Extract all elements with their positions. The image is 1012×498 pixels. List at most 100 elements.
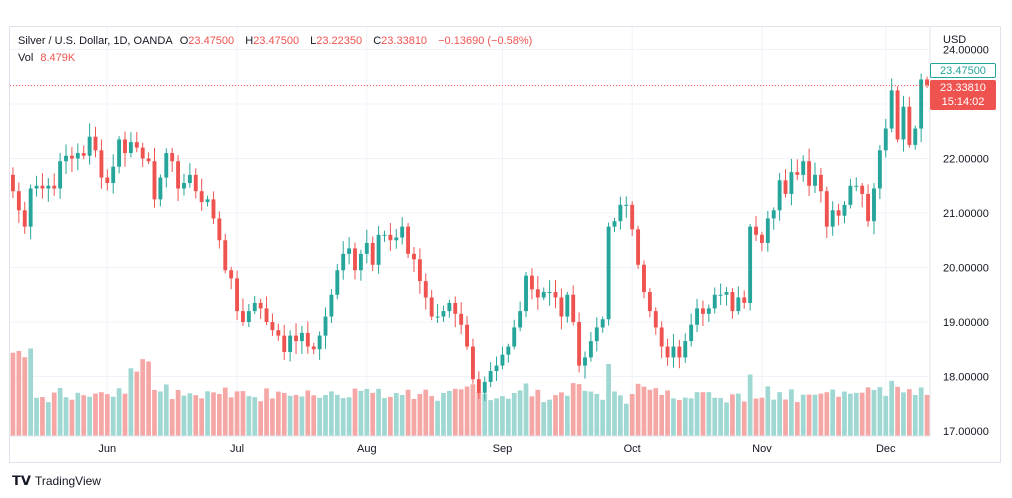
volume-bar <box>777 392 782 436</box>
volume-bar <box>629 394 635 436</box>
last-price-tag: 23.33810 15:14:02 <box>930 80 996 110</box>
candle-body <box>901 106 906 140</box>
candle-body <box>241 311 245 322</box>
volume-bar <box>93 393 98 436</box>
high-value: 23.47500 <box>253 35 300 47</box>
brand-label: TradingView <box>34 474 101 488</box>
candle-body <box>754 226 758 235</box>
open-value: 23.47500 <box>188 35 235 47</box>
tradingview-brand[interactable]: 𝗧𝗩 TradingView <box>12 473 101 489</box>
candle-body <box>494 365 499 372</box>
volume-bar <box>883 395 889 436</box>
candle-body <box>630 204 635 230</box>
volume-bar <box>16 350 22 436</box>
candle-body <box>659 327 664 347</box>
candle-body <box>618 204 623 222</box>
volume-bar <box>511 392 517 436</box>
candle-body <box>771 210 776 219</box>
volume-bar <box>907 389 912 436</box>
candle-body <box>748 226 753 303</box>
volume-bar <box>99 392 104 436</box>
candle-body <box>394 237 399 241</box>
volume-bar <box>812 394 818 436</box>
candle-body <box>400 226 405 238</box>
candle-body <box>518 311 523 328</box>
volume-bar <box>794 402 800 436</box>
volume-bar <box>393 393 399 436</box>
candle-body <box>46 185 51 189</box>
volume-bar <box>28 348 33 436</box>
candle-body <box>459 313 464 325</box>
candle-body <box>553 292 558 298</box>
volume-bar <box>329 391 334 436</box>
candle-body <box>34 185 39 189</box>
candle-body <box>170 153 175 162</box>
candle-body <box>22 210 27 227</box>
volume-bar <box>452 388 458 436</box>
volume-bar <box>889 380 895 436</box>
candle-body <box>594 327 599 342</box>
volume-bar <box>376 388 381 436</box>
volume-bar <box>275 391 281 436</box>
low-label: L <box>310 35 317 47</box>
volume-bar <box>270 398 275 436</box>
volume-bar <box>75 392 81 436</box>
candle-body <box>695 308 699 325</box>
volume-bar <box>830 389 836 436</box>
volume-bar <box>665 390 670 436</box>
tradingview-logo-icon: 𝗧𝗩 <box>12 473 31 488</box>
volume-bar <box>81 395 87 436</box>
candle-body <box>565 294 570 317</box>
volume-bar <box>134 371 140 436</box>
candle-body <box>765 218 770 243</box>
candle-body <box>836 210 841 216</box>
candle-body <box>176 161 181 189</box>
candle-body <box>919 79 924 129</box>
candle-body <box>323 316 328 336</box>
candle-body <box>824 191 829 227</box>
volume-bar <box>671 398 676 436</box>
volume-bar <box>618 395 623 436</box>
candle-body <box>907 106 912 145</box>
candle-body <box>152 161 157 200</box>
volume-bar <box>818 393 824 436</box>
volume-bar <box>417 393 423 436</box>
volume-bar <box>228 397 234 436</box>
candle-body <box>500 354 505 366</box>
candle-body <box>347 248 352 254</box>
volume-bar <box>252 397 258 436</box>
x-tick-label: Aug <box>357 443 377 455</box>
candle-body <box>223 240 228 271</box>
volume-bar <box>871 389 877 436</box>
volume-bar <box>488 400 493 436</box>
candle-body <box>288 335 293 352</box>
candle-body <box>807 161 812 186</box>
x-tick-label: Jul <box>230 443 244 455</box>
volume-bar <box>163 384 169 436</box>
candle-body <box>335 270 340 295</box>
y-tick-label: 22.00000 <box>943 154 989 166</box>
volume-bar <box>264 388 269 436</box>
volume-bar <box>110 396 116 436</box>
volume-bar <box>600 399 606 436</box>
candle-body <box>642 264 646 293</box>
volume-bar <box>918 387 924 436</box>
volume-bar <box>576 384 582 436</box>
volume-bar <box>494 398 499 436</box>
volume-bar <box>688 398 694 436</box>
volume-bar <box>246 396 252 436</box>
candle-body <box>364 242 369 254</box>
candle-body <box>40 185 45 189</box>
volume-bar <box>623 403 629 436</box>
last-price-value: 23.33810 <box>940 82 986 94</box>
volume-bar <box>346 397 352 436</box>
candle-body <box>777 180 782 211</box>
candle-body <box>264 308 269 322</box>
volume-bar <box>364 388 370 436</box>
candle-body <box>671 346 676 358</box>
candle-body <box>105 177 110 184</box>
candle-body <box>87 136 92 156</box>
volume-bar <box>594 393 600 436</box>
candle-body <box>93 136 98 151</box>
